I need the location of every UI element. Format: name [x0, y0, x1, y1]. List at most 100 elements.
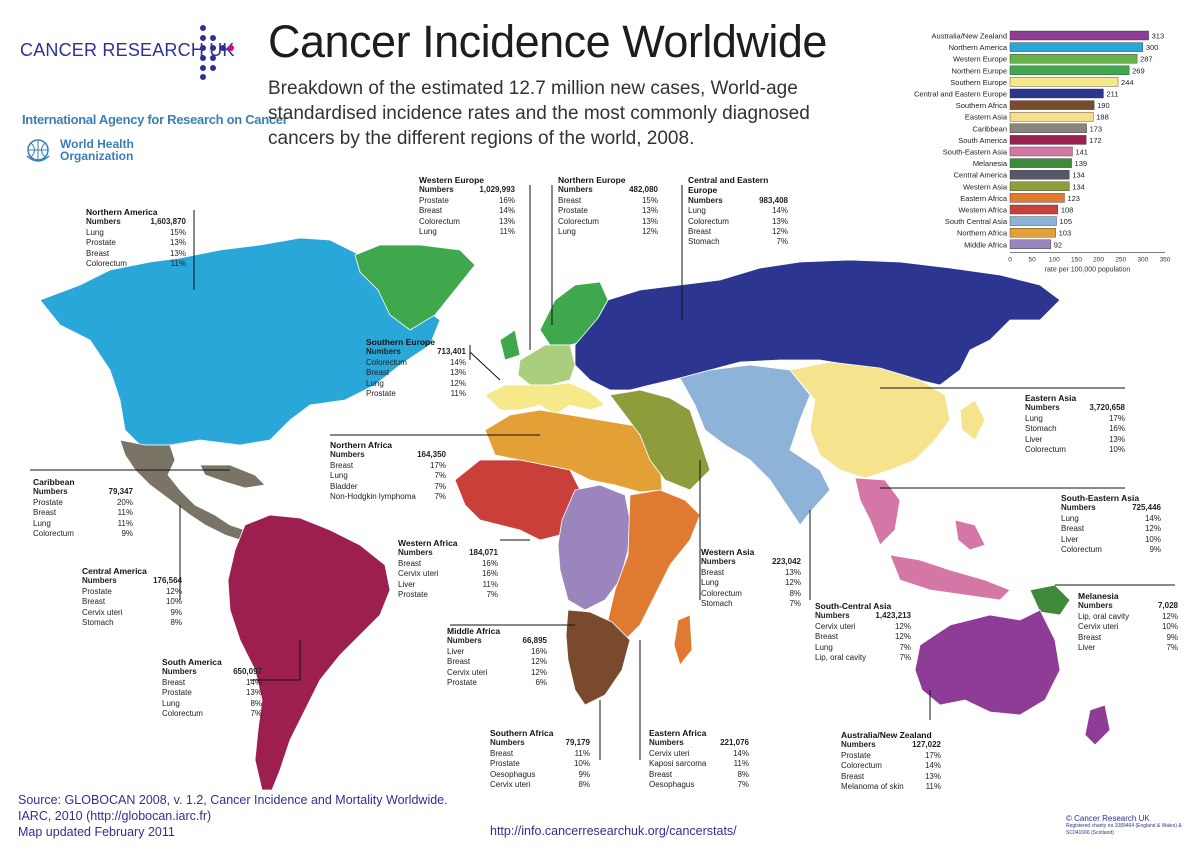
who-line-1: World Health [60, 137, 134, 151]
cancer-rows: Colorectum 14% Breast 13% Lung 12% Prostate 11% [366, 358, 466, 400]
region-title: Eastern Africa [649, 728, 707, 738]
cancer-type: Liver [447, 646, 465, 656]
numbers-label: Numbers [398, 548, 433, 558]
region-title: Western Europe [419, 175, 485, 185]
cancer-rows: Lung 14% Colorectum 13% Breast 12% Stomach 7% [688, 206, 788, 248]
cancer-share: 14% [245, 677, 262, 687]
numbers-label: Numbers [366, 347, 401, 357]
source-line-2: IARC, 2010 (http://globocan.iarc.fr) [18, 809, 212, 823]
numbers-row: Numbers 725,446 [1061, 503, 1161, 513]
cancer-row: Lung 17% [1025, 414, 1125, 424]
bar-value: 92 [1054, 240, 1062, 249]
cancer-share: 13% [784, 567, 801, 577]
info-south-central-asia: South-Central Asia Numbers 1,423,213 Cerv… [815, 601, 911, 663]
world-map [30, 185, 1175, 791]
region-title: Northern America [86, 207, 158, 217]
region-title: Southern Europe [366, 337, 435, 347]
cancer-row: Breast 10% [82, 597, 182, 607]
cancer-share: 6% [535, 678, 547, 688]
cancer-row: Breast 13% [841, 772, 941, 782]
cancer-type: Prostate [82, 586, 112, 596]
cancer-rows: Liver 16% Breast 12% Cervix uteri 12% Prostate… [447, 647, 547, 689]
cancer-type: Stomach [688, 237, 720, 247]
cancer-rows: Breast 13% Lung 12% Colorectum 8% Stomach 7% [701, 568, 801, 610]
region-eastern-africa [607, 489, 701, 666]
cancer-row: Colorectum 14% [366, 358, 466, 368]
bar-label: Caribbean [972, 124, 1007, 133]
cancer-share: 13% [771, 216, 788, 226]
cancer-row: Breast 14% [419, 206, 515, 216]
numbers-label: Numbers [82, 576, 117, 586]
cancer-type: Colorectum [419, 216, 460, 226]
numbers-label: Numbers [490, 738, 525, 748]
cancer-share: 16% [1108, 424, 1125, 434]
cancer-share: 13% [641, 216, 658, 226]
numbers-row: Numbers 7,028 [1078, 601, 1178, 611]
region-middle-africa [557, 484, 631, 611]
cancer-row: Colorectum 10% [1025, 445, 1125, 455]
cancer-rows: Breast 15% Prostate 13% Colorectum 13% Lung 12% [558, 196, 658, 238]
cancer-share: 15% [169, 227, 186, 237]
bar-value: 103 [1059, 229, 1072, 238]
numbers-row: Numbers 482,080 [558, 185, 658, 195]
bar-label: Eastern Africa [960, 194, 1008, 203]
cancer-share: 11% [170, 259, 186, 269]
region-greenland [354, 244, 476, 331]
cancer-share: 11% [733, 759, 749, 769]
cancer-rows: Prostate 16% Breast 14% Colorectum 13% Lung 11% [419, 196, 515, 238]
numbers-row: Numbers 66,895 [447, 636, 547, 646]
info-southern-europe: Southern Europe Numbers 713,401 Colorectu… [366, 337, 466, 399]
region-central-eastern-europe [574, 259, 1061, 391]
cancer-type: Colorectum [1061, 545, 1102, 555]
numbers-value: 1,423,213 [875, 611, 911, 621]
cancer-type: Breast [398, 558, 422, 568]
bar [1009, 181, 1070, 192]
cancer-row: Prostate 10% [490, 759, 590, 769]
cancer-row: Breast 12% [447, 657, 547, 667]
numbers-label: Numbers [815, 611, 850, 621]
cancer-share: 7% [1166, 643, 1178, 653]
info-central-eastern-europe: Central and Eastern Europe Numbers 983,40… [688, 175, 788, 248]
bar [1009, 227, 1056, 238]
cancer-row: Melanoma of skin 11% [841, 782, 941, 792]
cancer-row: Cervix uteri 12% [815, 622, 911, 632]
info-western-africa: Western Africa Numbers 184,071 Breast 16% C… [398, 538, 498, 600]
cancer-share: 12% [449, 378, 466, 388]
cancer-share: 14% [771, 206, 788, 216]
leader-lines [30, 185, 1175, 760]
cancer-rows: Breast 17% Lung 7% Bladder 7% Non-Hodgkin lymp… [330, 461, 446, 503]
bar-value: 269 [1132, 66, 1145, 75]
cancer-type: Colorectum [688, 216, 729, 226]
numbers-value: 7,028 [1157, 601, 1178, 611]
cancer-row: Prostate 16% [419, 196, 515, 206]
cancer-row: Lip, oral cavity 7% [815, 653, 911, 663]
bar-label: Northern America [949, 43, 1008, 52]
cancer-type: Breast [649, 769, 673, 779]
stats-link[interactable]: http://info.cancerresearchuk.org/cancers… [490, 824, 737, 838]
cancer-share: 13% [641, 206, 658, 216]
cancer-row: Colorectum 11% [86, 259, 186, 269]
bar-value: 141 [1075, 148, 1088, 157]
numbers-row: Numbers 713,401 [366, 347, 466, 357]
numbers-label: Numbers [447, 636, 482, 646]
bar-value: 139 [1075, 159, 1088, 168]
cancer-type: Lung [688, 206, 706, 216]
cancer-row: Liver 13% [1025, 435, 1125, 445]
x-tick-label: 250 [1115, 256, 1126, 263]
bar [1009, 204, 1059, 215]
cancer-type: Lung [1061, 513, 1079, 523]
cancer-type: Lip, oral cavity [1078, 611, 1130, 621]
bar [1009, 193, 1065, 203]
cancer-share: 11% [117, 518, 133, 528]
cancer-share: 11% [482, 579, 498, 589]
x-tick-label: 350 [1160, 256, 1171, 263]
numbers-value: 3,720,658 [1089, 403, 1125, 413]
who-name: World Health Organization [60, 138, 150, 162]
cancer-row: Prostate 20% [33, 498, 133, 508]
cancer-type: Breast [447, 657, 471, 667]
cancer-row: Liver 10% [1061, 535, 1161, 545]
cancer-type: Stomach [1025, 424, 1057, 434]
cancer-share: 9% [1149, 545, 1161, 555]
cancer-rows: Prostate 12% Breast 10% Cervix uteri 9% Stomac… [82, 587, 182, 629]
region-southern-africa [565, 609, 631, 706]
